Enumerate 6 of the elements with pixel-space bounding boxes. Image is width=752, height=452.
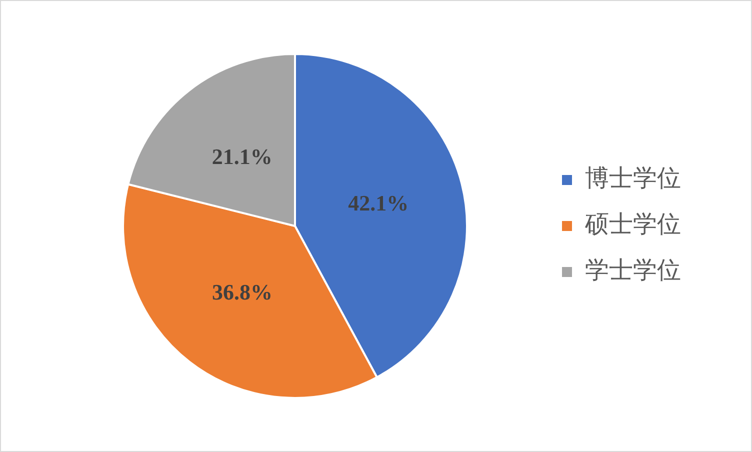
legend-label: 硕士学位 [584, 210, 681, 238]
legend-label: 学士学位 [585, 256, 681, 284]
data-label: 42.1% [348, 190, 409, 216]
data-label: 36.8% [212, 280, 273, 305]
data-label: 21.1% [212, 144, 272, 169]
legend-label: 博士学位 [585, 164, 681, 192]
